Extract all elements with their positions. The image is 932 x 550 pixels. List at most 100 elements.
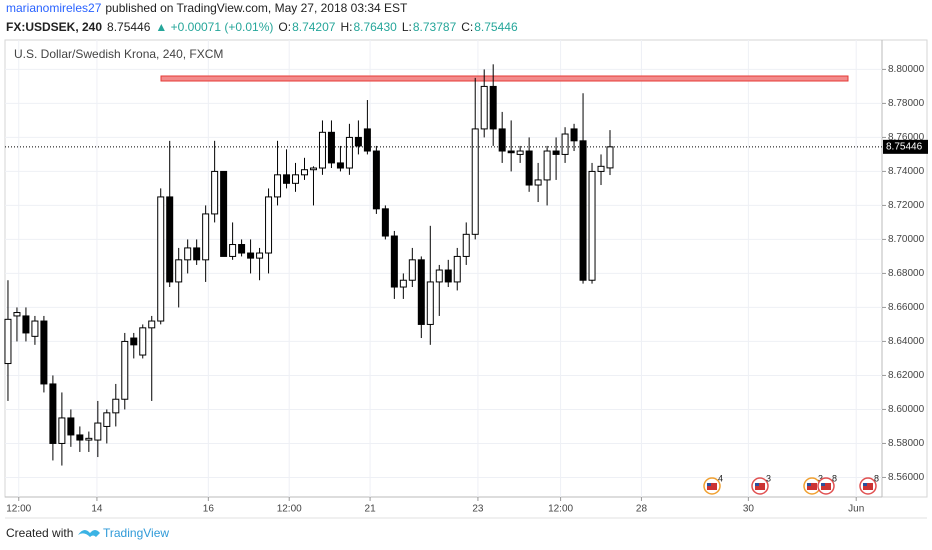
footer-brand[interactable]: TradingView: [103, 526, 169, 540]
published: published on TradingView.com, May 27, 20…: [105, 1, 408, 15]
change: ▲ +0.00071 (+0.01%): [155, 20, 273, 34]
candle-body: [462, 233, 470, 257]
candle-body: [435, 269, 443, 283]
y-tick-label: 8.62000: [888, 370, 925, 381]
candle-body: [49, 383, 57, 444]
event-count: 8: [832, 473, 837, 483]
candle-body: [58, 417, 66, 444]
last-price-label: 8.75446: [886, 141, 923, 152]
candle-body: [345, 136, 353, 169]
candle-body: [570, 128, 578, 142]
candle-body: [309, 167, 317, 171]
candles: [4, 64, 882, 466]
o-value: 8.74207: [292, 20, 336, 34]
candle-body: [354, 136, 362, 147]
price: 8.75446: [107, 20, 151, 34]
candle-body: [94, 422, 102, 441]
y-tick-label: 8.60000: [888, 404, 925, 415]
candle-body: [22, 315, 30, 334]
candle-body: [193, 247, 201, 261]
resistance-zone[interactable]: [160, 75, 849, 82]
event-flag-canton: [755, 483, 759, 486]
candle-body: [426, 281, 434, 325]
event-flag-canton: [863, 483, 867, 486]
y-tick-label: 8.74000: [888, 166, 925, 177]
h-value: 8.76430: [353, 20, 397, 34]
candle-body: [175, 259, 183, 283]
event-count: 3: [766, 473, 771, 483]
x-tick-label: 12:00: [6, 504, 31, 515]
candle-body: [516, 150, 524, 155]
candle-body: [247, 252, 255, 259]
event-count: 8: [874, 473, 879, 483]
candle-body: [444, 269, 452, 283]
candle-body: [507, 150, 515, 154]
event-flag: [707, 483, 717, 490]
x-tick-label: 21: [365, 504, 377, 515]
candle-body: [13, 312, 21, 317]
candle-body: [597, 165, 605, 172]
y-tick-label: 8.66000: [888, 302, 925, 313]
axes: 8.56000 8.58000 8.60000 8.62000 8.64000 8.660…: [6, 64, 928, 515]
x-tick-label: 28: [636, 504, 648, 515]
candle-body: [229, 244, 237, 257]
tradingview-logo: [78, 529, 100, 537]
x-tick-label: 12:00: [277, 504, 302, 515]
candle-body: [283, 174, 291, 184]
event-count: 4: [718, 473, 723, 483]
candle-body: [76, 434, 84, 441]
x-tick-label: 14: [91, 504, 103, 515]
candle-body: [579, 140, 587, 281]
candle-body: [372, 150, 380, 210]
y-tick-label: 8.58000: [888, 438, 925, 449]
event-flag: [807, 483, 817, 490]
candle-body: [498, 128, 506, 152]
author[interactable]: marianomireles27: [6, 1, 102, 15]
candle-body: [202, 213, 210, 261]
candle-body: [480, 85, 488, 130]
candle-body: [130, 337, 138, 346]
candle-body: [336, 162, 344, 169]
symbol: FX:USDSEK, 240: [6, 20, 102, 34]
candle-body: [318, 131, 326, 169]
x-tick-label: 16: [203, 504, 215, 515]
candle-body: [211, 170, 219, 215]
footer-created: Created with: [6, 526, 73, 540]
candle-body: [408, 259, 416, 281]
event-flag: [755, 483, 765, 490]
candle-body: [31, 320, 39, 337]
candle-body: [588, 170, 596, 281]
candle-body: [363, 128, 371, 152]
x-tick-label: 30: [743, 504, 755, 515]
candle-body: [292, 174, 300, 184]
y-tick-label: 8.70000: [888, 234, 925, 245]
event-flag-canton: [807, 483, 811, 486]
candle-body: [543, 150, 551, 181]
candle-body: [453, 255, 461, 283]
candle-body: [67, 417, 75, 436]
candle-body: [552, 150, 560, 155]
candle-body: [489, 85, 497, 130]
candle-body: [166, 196, 174, 283]
candle-body: [220, 170, 228, 257]
candle-body: [606, 146, 614, 169]
candle-body: [238, 244, 246, 254]
candle-body: [417, 259, 425, 325]
candle-body: [40, 320, 48, 385]
c-label: C:: [461, 20, 473, 34]
candle-body: [256, 252, 264, 259]
last-price-box: [883, 139, 928, 154]
candle-body: [103, 412, 111, 427]
candle-body: [471, 128, 479, 235]
y-tick-label: 8.78000: [888, 98, 925, 109]
x-tick-label: Jun: [848, 504, 864, 515]
grid: [5, 40, 882, 497]
chart-title: U.S. Dollar/Swedish Krona, 240, FXCM: [14, 47, 223, 61]
candle-body: [327, 131, 335, 164]
candle-body: [184, 247, 192, 261]
candle-body: [390, 235, 398, 288]
chart-frame: [4, 39, 928, 498]
c-value: 8.75446: [474, 20, 518, 34]
